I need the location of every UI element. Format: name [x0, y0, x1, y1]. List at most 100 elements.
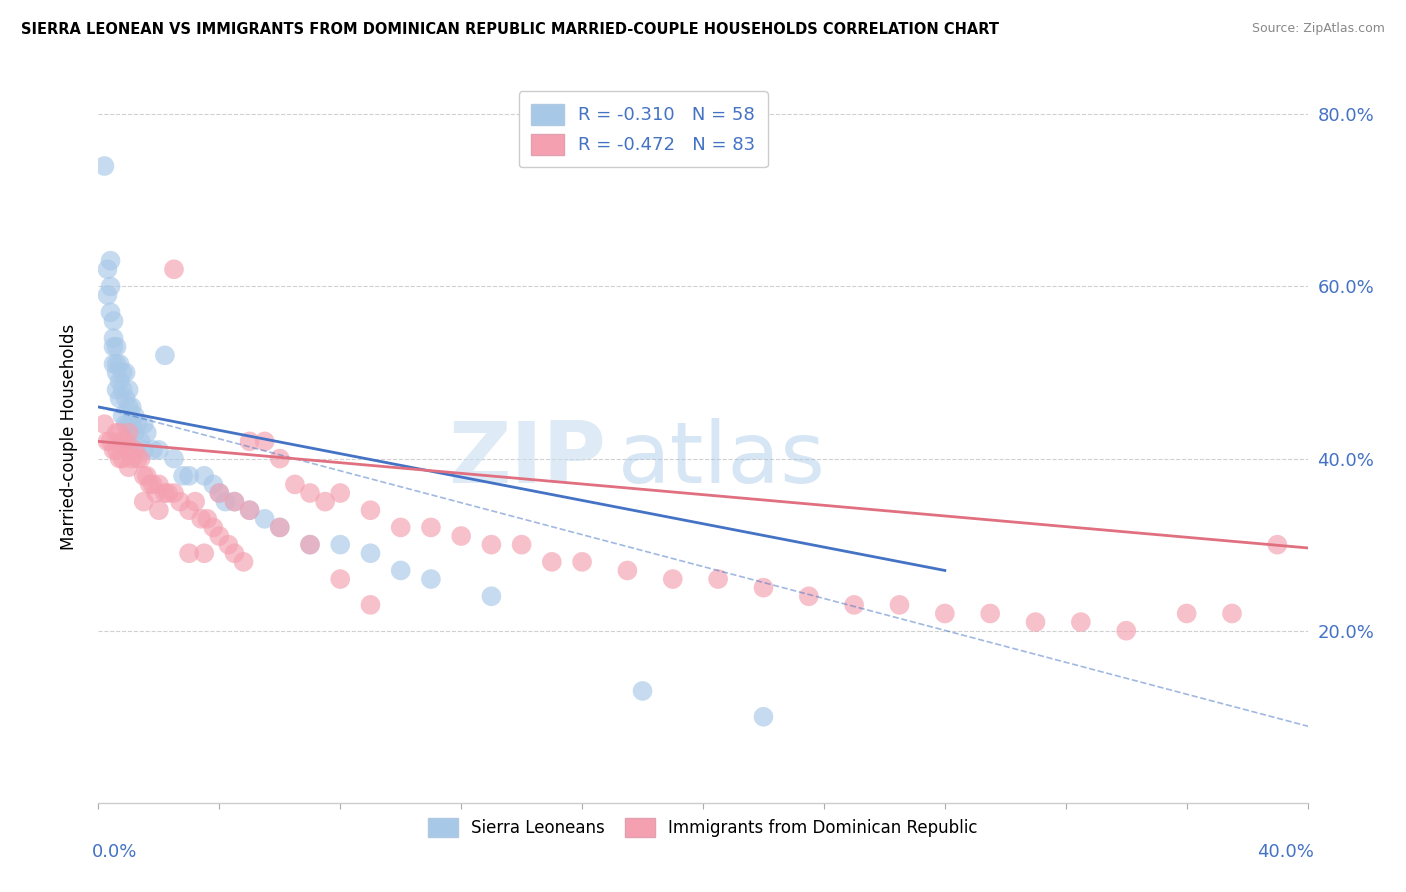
Point	[752, 710, 775, 724]
Point	[114, 417, 136, 432]
Point	[142, 477, 165, 491]
Point	[420, 572, 443, 586]
Text: ZIP: ZIP	[449, 417, 606, 500]
Point	[184, 494, 207, 508]
Point	[127, 451, 149, 466]
Point	[111, 383, 134, 397]
Point	[707, 572, 730, 586]
Point	[208, 529, 231, 543]
Point	[208, 486, 231, 500]
Point	[420, 520, 443, 534]
Point	[661, 572, 683, 586]
Point	[844, 598, 866, 612]
Point	[163, 262, 186, 277]
Point	[118, 442, 141, 457]
Point	[299, 538, 322, 552]
Point	[105, 340, 128, 354]
Point	[1070, 615, 1092, 629]
Point	[299, 538, 322, 552]
Point	[148, 477, 170, 491]
Point	[111, 451, 134, 466]
Point	[111, 434, 134, 449]
Point	[179, 468, 201, 483]
Point	[1175, 607, 1198, 621]
Point	[145, 486, 167, 500]
Point	[100, 434, 122, 449]
Point	[1312, 538, 1334, 552]
Point	[631, 684, 654, 698]
Point	[100, 279, 122, 293]
Legend: Sierra Leoneans, Immigrants from Dominican Republic: Sierra Leoneans, Immigrants from Dominic…	[420, 810, 986, 846]
Point	[360, 503, 382, 517]
Point	[103, 442, 125, 457]
Point	[121, 451, 143, 466]
Point	[1115, 624, 1137, 638]
Point	[1220, 607, 1243, 621]
Point	[111, 366, 134, 380]
Point	[329, 572, 352, 586]
Point	[124, 442, 146, 457]
Point	[105, 366, 128, 380]
Point	[111, 409, 134, 423]
Point	[224, 546, 246, 560]
Point	[224, 494, 246, 508]
Point	[132, 468, 155, 483]
Point	[124, 425, 146, 440]
Point	[93, 417, 115, 432]
Point	[239, 503, 262, 517]
Point	[105, 425, 128, 440]
Point	[96, 288, 118, 302]
Text: 40.0%: 40.0%	[1257, 843, 1313, 861]
Point	[118, 460, 141, 475]
Point	[169, 494, 191, 508]
Point	[179, 546, 201, 560]
Point	[153, 486, 176, 500]
Point	[105, 383, 128, 397]
Point	[96, 434, 118, 449]
Point	[979, 607, 1001, 621]
Point	[1024, 615, 1046, 629]
Point	[232, 555, 254, 569]
Point	[269, 520, 291, 534]
Point	[193, 468, 215, 483]
Point	[616, 564, 638, 578]
Point	[163, 486, 186, 500]
Point	[118, 425, 141, 440]
Point	[481, 538, 503, 552]
Point	[797, 589, 820, 603]
Point	[108, 374, 131, 388]
Point	[103, 314, 125, 328]
Point	[208, 486, 231, 500]
Point	[103, 340, 125, 354]
Point	[108, 425, 131, 440]
Point	[103, 331, 125, 345]
Point	[540, 555, 562, 569]
Point	[239, 434, 262, 449]
Point	[100, 253, 122, 268]
Point	[195, 512, 218, 526]
Point	[132, 442, 155, 457]
Point	[118, 383, 141, 397]
Point	[132, 417, 155, 432]
Point	[214, 494, 236, 508]
Point	[1357, 538, 1379, 552]
Point	[118, 417, 141, 432]
Point	[389, 520, 412, 534]
Point	[108, 392, 131, 406]
Point	[360, 546, 382, 560]
Point	[172, 468, 194, 483]
Point	[129, 434, 152, 449]
Point	[156, 486, 179, 500]
Point	[193, 546, 215, 560]
Text: Source: ZipAtlas.com: Source: ZipAtlas.com	[1251, 22, 1385, 36]
Point	[284, 477, 307, 491]
Point	[389, 564, 412, 578]
Point	[1402, 555, 1406, 569]
Point	[360, 598, 382, 612]
Point	[148, 442, 170, 457]
Point	[269, 520, 291, 534]
Point	[96, 262, 118, 277]
Point	[118, 400, 141, 414]
Point	[148, 503, 170, 517]
Point	[114, 392, 136, 406]
